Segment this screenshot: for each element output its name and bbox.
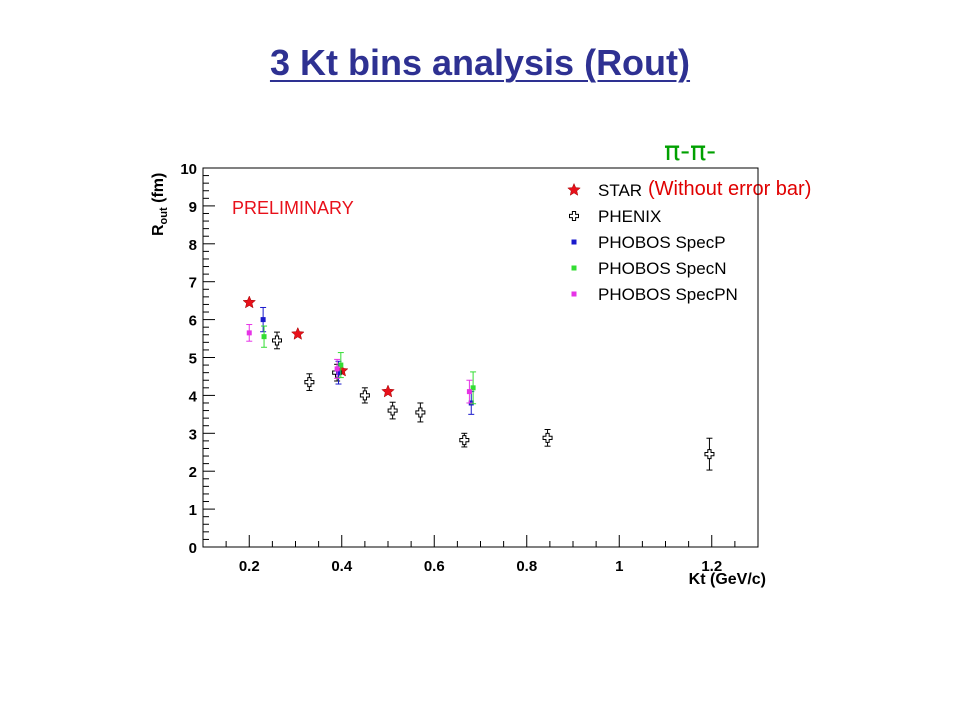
x-tick-label: 0.8: [516, 558, 537, 575]
x-axis-label: Kt (GeV/c): [689, 571, 766, 588]
legend-item: PHOBOS SpecPN: [571, 285, 738, 304]
x-tick-labels: 0.2 0.4 0.6 0.8 1 1.2: [239, 558, 722, 575]
data-point: [359, 390, 370, 401]
data-point: [334, 366, 340, 372]
error-bar-note: (Without error bar): [648, 178, 812, 200]
y-tick-label: 6: [189, 313, 197, 330]
y-axis-label: Rout (fm): [150, 173, 170, 236]
legend: STAR PHENIX PHOBOS SpecP PHOBOS SpecN PHOBOS…: [567, 181, 738, 304]
x-tick-label: 0.6: [424, 558, 445, 575]
series-phobos-specn: [261, 325, 477, 405]
y-tick-label: 9: [189, 199, 197, 216]
y-tick-label: 7: [189, 275, 197, 292]
data-point: [466, 389, 472, 395]
y-tick-label: 3: [189, 426, 197, 443]
legend-item: PHENIX: [569, 207, 661, 226]
data-point: [542, 432, 553, 443]
y-tick-label: 2: [189, 464, 197, 481]
series-phenix: [272, 331, 715, 471]
y-tick-label: 8: [189, 237, 197, 254]
x-tick-label: 0.2: [239, 558, 260, 575]
preliminary-annotation: PRELIMINARY: [232, 198, 354, 218]
slide-title: 3 Kt bins analysis (Rout): [269, 42, 691, 83]
data-point: [304, 377, 315, 388]
legend-marker: [571, 265, 577, 271]
legend-label: PHOBOS SpecPN: [598, 285, 738, 304]
legend-marker: [571, 291, 577, 297]
data-point: [387, 405, 398, 416]
series-phobos-specpn: [246, 324, 473, 404]
legend-label: PHOBOS SpecP: [598, 233, 726, 252]
particle-label: π-π-: [664, 136, 716, 167]
y-tick-label: 10: [180, 161, 197, 178]
data-point: [336, 370, 342, 376]
y-tick-labels: 0 1 2 3 4 5 6 7 8 9 10: [180, 161, 197, 557]
data-point: [704, 449, 715, 460]
series-star: [242, 295, 395, 398]
data-markers: [242, 295, 715, 471]
legend-label: STAR: [598, 181, 642, 200]
legend-label: PHOBOS SpecN: [598, 259, 727, 278]
legend-marker: [567, 182, 581, 196]
x-tick-label: 1: [615, 558, 623, 575]
legend-marker: [571, 239, 577, 245]
legend-marker: [569, 211, 579, 221]
legend-label: PHENIX: [598, 207, 661, 226]
y-tick-label: 1: [189, 502, 197, 519]
data-point: [470, 385, 476, 391]
series-phobos-specp: [260, 306, 475, 415]
y-tick-label: 4: [189, 388, 198, 405]
data-point: [415, 407, 426, 418]
data-point: [338, 362, 344, 368]
axis-ticks: [202, 167, 759, 548]
data-point: [459, 435, 470, 446]
data-point: [260, 317, 266, 323]
legend-item: PHOBOS SpecN: [571, 259, 727, 278]
data-point: [246, 330, 252, 336]
x-tick-label: 0.4: [331, 558, 353, 575]
data-point: [261, 334, 267, 340]
y-tick-label: 0: [189, 540, 197, 557]
legend-item: PHOBOS SpecP: [571, 233, 726, 252]
y-tick-label: 5: [189, 351, 197, 368]
data-point: [272, 335, 282, 346]
data-point: [381, 384, 395, 398]
x-tick-label: 1.2: [701, 558, 722, 575]
plot-frame: [202, 167, 759, 548]
legend-item: STAR: [567, 181, 642, 200]
data-point: [242, 295, 257, 309]
data-point: [290, 326, 305, 340]
